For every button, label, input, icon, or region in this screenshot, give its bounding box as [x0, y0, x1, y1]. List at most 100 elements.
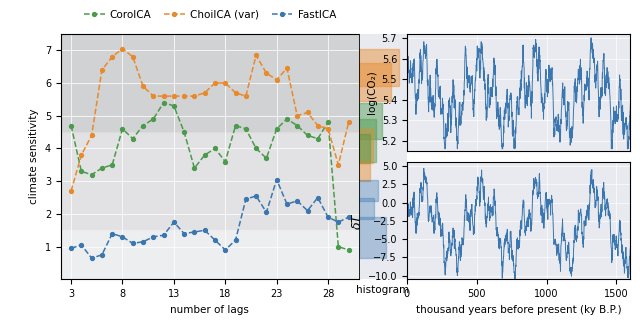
CoroICA	[160, 101, 168, 105]
Bar	[359, 63, 391, 101]
CoroICA	[232, 124, 239, 128]
CoroICA	[221, 160, 229, 163]
FastICA	[273, 178, 280, 182]
ChoiICA (var)	[324, 127, 332, 131]
X-axis label: histogram: histogram	[356, 285, 410, 295]
FastICA	[242, 197, 250, 201]
ChoiICA (var)	[129, 55, 136, 59]
CoroICA	[170, 104, 178, 108]
ChoiICA (var)	[108, 55, 116, 59]
ChoiICA (var)	[201, 91, 209, 95]
ChoiICA (var)	[252, 53, 260, 57]
Bar	[359, 162, 369, 181]
FastICA	[118, 235, 126, 239]
ChoiICA (var)	[67, 189, 75, 193]
Y-axis label: log(CO₂): log(CO₂)	[367, 70, 378, 114]
Y-axis label: δT: δT	[351, 213, 364, 229]
FastICA	[345, 215, 353, 219]
ChoiICA (var)	[303, 110, 311, 114]
Bar	[359, 103, 382, 139]
Bar	[359, 134, 369, 163]
CoroICA	[77, 170, 85, 173]
ChoiICA (var)	[118, 47, 126, 51]
FastICA	[283, 202, 291, 206]
ChoiICA (var)	[273, 78, 280, 82]
CoroICA	[108, 163, 116, 167]
CoroICA	[129, 137, 136, 141]
CoroICA	[139, 124, 147, 128]
ChoiICA (var)	[314, 124, 322, 128]
Bar	[61, 132, 359, 230]
ChoiICA (var)	[191, 94, 198, 98]
CoroICA	[345, 248, 353, 252]
CoroICA	[211, 147, 219, 151]
FastICA	[303, 209, 311, 213]
CoroICA	[314, 137, 322, 141]
ChoiICA (var)	[150, 94, 157, 98]
ChoiICA (var)	[345, 120, 353, 124]
ChoiICA (var)	[221, 81, 229, 85]
CoroICA	[118, 127, 126, 131]
FastICA	[77, 243, 85, 247]
Bar	[359, 129, 372, 163]
ChoiICA (var)	[293, 114, 301, 118]
X-axis label: number of lags: number of lags	[170, 305, 250, 315]
CoroICA	[324, 120, 332, 124]
CoroICA	[242, 127, 250, 131]
FastICA	[262, 210, 270, 214]
FastICA	[88, 256, 95, 260]
FastICA	[170, 220, 178, 224]
Line: CoroICA: CoroICA	[69, 101, 351, 252]
ChoiICA (var)	[211, 81, 219, 85]
Y-axis label: climate sensitivity: climate sensitivity	[29, 109, 39, 204]
ChoiICA (var)	[77, 153, 85, 157]
FastICA	[129, 242, 136, 245]
Bar	[61, 34, 359, 132]
FastICA	[211, 238, 219, 242]
CoroICA	[303, 133, 311, 137]
CoroICA	[262, 156, 270, 160]
ChoiICA (var)	[335, 163, 342, 167]
FastICA	[160, 233, 168, 237]
Line: ChoiICA (var): ChoiICA (var)	[69, 47, 351, 193]
ChoiICA (var)	[170, 94, 178, 98]
CoroICA	[293, 124, 301, 128]
FastICA	[139, 240, 147, 244]
ChoiICA (var)	[242, 94, 250, 98]
FastICA	[191, 230, 198, 234]
FastICA	[324, 215, 332, 219]
CoroICA	[191, 166, 198, 170]
CoroICA	[283, 117, 291, 121]
ChoiICA (var)	[139, 84, 147, 88]
CoroICA	[88, 173, 95, 177]
Bar	[359, 119, 376, 162]
FastICA	[67, 246, 75, 250]
Bar	[359, 198, 374, 219]
CoroICA	[150, 117, 157, 121]
CoroICA	[180, 130, 188, 134]
ChoiICA (var)	[232, 91, 239, 95]
ChoiICA (var)	[262, 71, 270, 75]
FastICA	[150, 235, 157, 239]
FastICA	[293, 199, 301, 203]
Legend: CoroICA, ChoiICA (var), FastICA: CoroICA, ChoiICA (var), FastICA	[79, 5, 340, 24]
FastICA	[98, 253, 106, 257]
FastICA	[221, 248, 229, 252]
FastICA	[232, 238, 239, 242]
FastICA	[335, 220, 342, 224]
FastICA	[108, 232, 116, 235]
ChoiICA (var)	[98, 68, 106, 72]
ChoiICA (var)	[283, 66, 291, 70]
CoroICA	[98, 166, 106, 170]
CoroICA	[201, 153, 209, 157]
CoroICA	[252, 147, 260, 151]
FastICA	[180, 232, 188, 235]
CoroICA	[273, 127, 280, 131]
FastICA	[252, 194, 260, 198]
FastICA	[314, 196, 322, 200]
X-axis label: thousand years before present (ky B.P.): thousand years before present (ky B.P.)	[416, 305, 621, 315]
Bar	[359, 180, 378, 201]
Line: FastICA: FastICA	[69, 178, 351, 260]
CoroICA	[335, 245, 342, 249]
Bar	[61, 230, 359, 279]
